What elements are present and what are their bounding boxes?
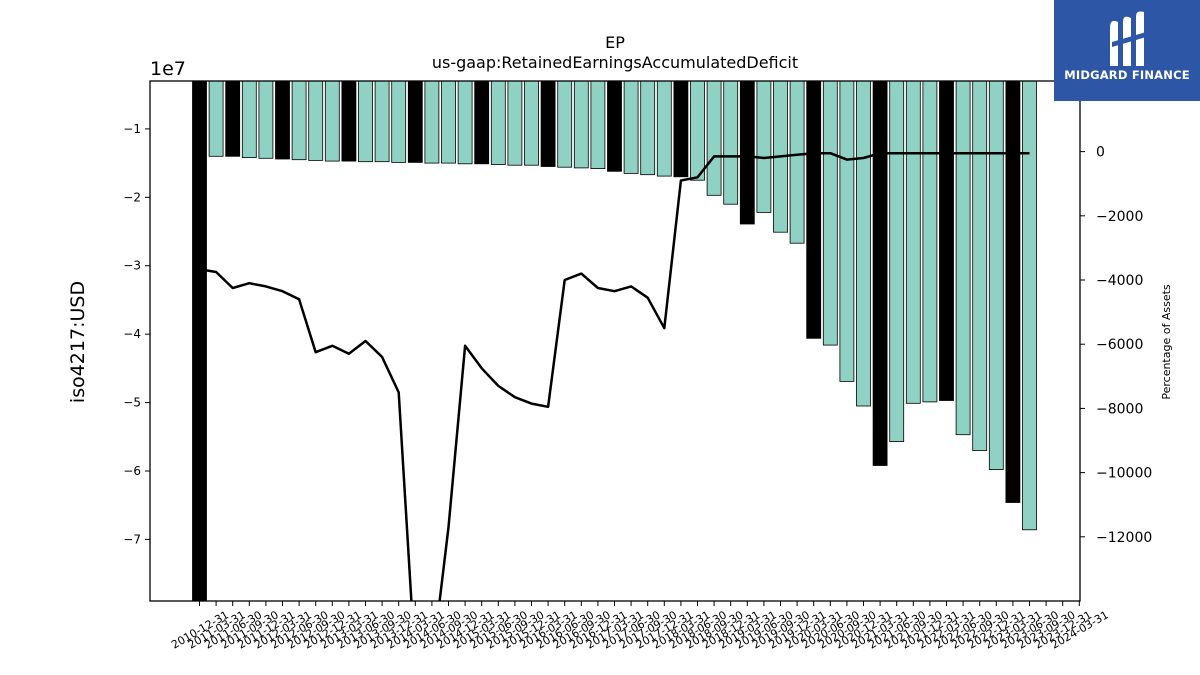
y2-tick-label: −6000 xyxy=(1096,337,1143,353)
bar-2022-12-31 xyxy=(988,81,1004,471)
percent-of-assets-line xyxy=(206,151,1030,601)
bar-2016-09-30 xyxy=(573,81,589,169)
y2-tick-label: −2000 xyxy=(1096,209,1143,225)
bar-2011-12-31 xyxy=(258,81,274,159)
bar-2019-12-31 xyxy=(789,81,805,244)
bar-2011-03-31 xyxy=(208,81,224,157)
y-tick-label: −5 xyxy=(123,396,141,410)
bar-2021-12-31 xyxy=(922,81,938,403)
bar-2011-09-30 xyxy=(241,81,257,158)
bar-2015-06-30 xyxy=(490,81,506,165)
bar-2015-09-30 xyxy=(507,81,523,166)
y2-tick-label: −12000 xyxy=(1096,530,1152,546)
y2-tick-label: −10000 xyxy=(1096,466,1152,482)
bar-2020-06-30 xyxy=(822,81,838,346)
bar-2023-06-30 xyxy=(1022,81,1037,531)
y2-tick-label: −8000 xyxy=(1096,401,1143,417)
bar-2017-03-31 xyxy=(607,81,622,172)
y2-tick-label: −4000 xyxy=(1096,273,1143,289)
bar-2022-03-31 xyxy=(939,81,954,401)
bar-2012-09-30 xyxy=(308,81,324,161)
bar-2013-03-31 xyxy=(341,81,357,162)
brand-logo: MIDGARD FINANCE xyxy=(1054,0,1200,101)
y-tick-label: −6 xyxy=(123,464,141,478)
bar-2016-03-31 xyxy=(540,81,556,167)
bar-2017-09-30 xyxy=(640,81,656,176)
bar-2011-06-30 xyxy=(225,81,241,157)
bar-2021-06-30 xyxy=(889,81,905,443)
bar-2019-03-31 xyxy=(739,81,755,225)
bar-2019-06-30 xyxy=(756,81,772,213)
bar-2013-09-30 xyxy=(374,81,390,163)
y-tick-label: −7 xyxy=(123,532,141,546)
bar-2018-12-31 xyxy=(723,81,739,205)
logo-icon xyxy=(1110,11,1146,67)
y-tick-label: −2 xyxy=(123,190,141,204)
bar-2010-12-31 xyxy=(192,81,207,601)
bar-2021-03-31 xyxy=(872,81,888,466)
y-axis-label: iso4217:USD xyxy=(67,281,89,403)
bar-2014-09-30 xyxy=(441,81,456,164)
line-group xyxy=(206,151,1030,601)
axes-group: −1 −2 −3 −4 −5 −6 −7 0 −2000 −4000 −6000 −8000 −1000… xyxy=(123,80,1152,652)
bar-2023-03-31 xyxy=(1005,81,1021,503)
y2-axis-label: Percentage of Assets xyxy=(1160,284,1173,400)
bar-2017-06-30 xyxy=(623,81,639,174)
bar-2020-03-31 xyxy=(806,81,822,339)
bar-2018-06-30 xyxy=(690,81,705,181)
bar-2013-06-30 xyxy=(358,81,373,163)
logo-text: MIDGARD FINANCE xyxy=(1064,68,1190,82)
bar-2020-09-30 xyxy=(839,81,855,382)
bar-2012-06-30 xyxy=(291,81,307,161)
bars-group xyxy=(192,81,1037,601)
bar-2014-06-30 xyxy=(424,81,440,164)
bar-2018-03-31 xyxy=(673,81,689,178)
y-tick-label: −1 xyxy=(123,122,141,136)
y-tick-label: −3 xyxy=(123,259,141,273)
y2-tick-label: 0 xyxy=(1096,145,1105,161)
bar-2022-06-30 xyxy=(955,81,971,436)
chart-subtitle: us-gaap:RetainedEarningsAccumulatedDefic… xyxy=(432,53,798,72)
bar-2022-09-30 xyxy=(972,81,988,451)
chart-title: EP xyxy=(605,33,625,52)
bar-2020-12-31 xyxy=(856,81,871,407)
bar-2021-09-30 xyxy=(905,81,921,404)
bar-2012-12-31 xyxy=(324,81,340,162)
bar-2014-03-31 xyxy=(407,81,423,163)
bar-2015-03-31 xyxy=(474,81,490,165)
bar-2017-12-31 xyxy=(656,81,672,177)
bar-2016-06-30 xyxy=(557,81,573,168)
bar-2013-12-31 xyxy=(391,81,407,163)
bar-2012-03-31 xyxy=(275,81,290,160)
bar-2015-12-31 xyxy=(524,81,539,166)
bar-2014-12-31 xyxy=(457,81,473,165)
bar-2018-09-30 xyxy=(706,81,722,196)
bar-2016-12-31 xyxy=(590,81,606,169)
y-tick-label: −4 xyxy=(123,327,141,341)
y-offset-label: 1e7 xyxy=(150,58,186,80)
